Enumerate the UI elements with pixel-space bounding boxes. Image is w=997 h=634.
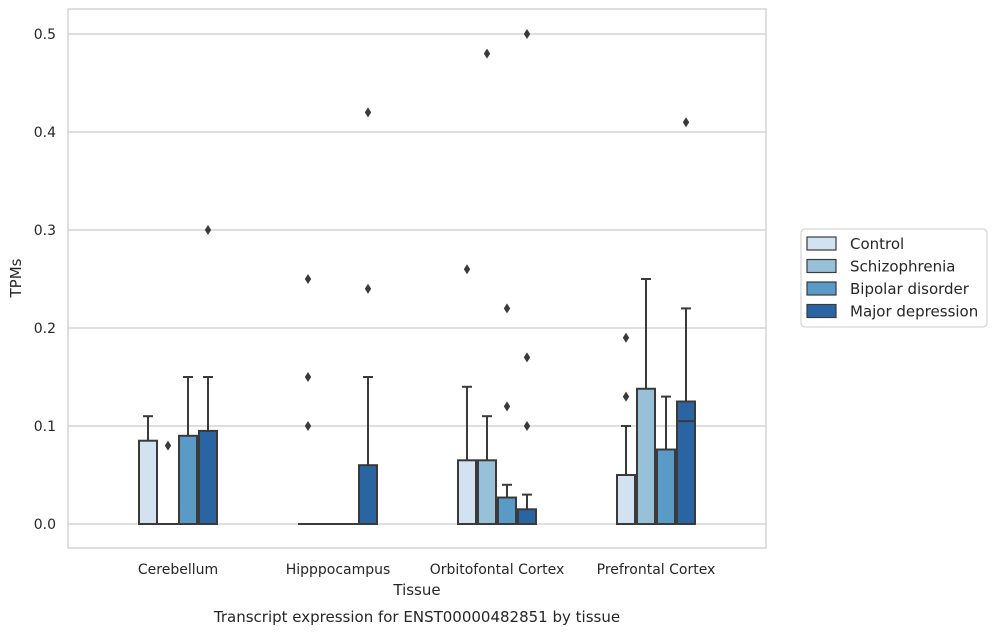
outlier-point bbox=[622, 332, 630, 343]
box-major-depression bbox=[676, 117, 696, 525]
box bbox=[138, 439, 158, 526]
legend-label: Schizophrenia bbox=[850, 258, 955, 276]
box-schizophrenia bbox=[158, 440, 178, 526]
box-bipolar-disorder bbox=[497, 303, 517, 526]
box-major-depression bbox=[517, 29, 537, 525]
box bbox=[477, 459, 497, 525]
legend-swatch bbox=[806, 236, 837, 251]
legend-label: Control bbox=[850, 235, 904, 253]
box-control bbox=[138, 415, 158, 526]
y-tick-label: 0.2 bbox=[34, 321, 56, 337]
box bbox=[676, 400, 696, 525]
box bbox=[178, 434, 198, 525]
legend-label: Bipolar disorder bbox=[850, 280, 970, 298]
legend-swatch bbox=[806, 281, 837, 296]
box-bipolar-disorder bbox=[178, 376, 198, 525]
plot-frame bbox=[67, 8, 767, 549]
outlier-point bbox=[304, 372, 312, 382]
outlier-point bbox=[523, 29, 531, 39]
outlier-point bbox=[204, 225, 212, 235]
outlier-point bbox=[304, 274, 312, 284]
y-tick-label: 0.4 bbox=[34, 125, 56, 141]
chart-caption: Transcript expression for ENST0000048285… bbox=[213, 608, 620, 626]
outlier-point bbox=[463, 264, 471, 275]
outlier-point bbox=[164, 440, 172, 451]
x-tick-label: Hipppocampus bbox=[286, 562, 391, 578]
outlier-point bbox=[523, 421, 531, 431]
outlier-point bbox=[364, 107, 372, 118]
box bbox=[457, 459, 477, 525]
box bbox=[358, 464, 378, 526]
legend-label: Major depression bbox=[850, 303, 978, 321]
box-schizophrenia bbox=[636, 278, 656, 526]
box-bipolar-disorder bbox=[656, 395, 676, 525]
x-tick-label: Cerebellum bbox=[138, 562, 218, 578]
box bbox=[198, 429, 218, 525]
y-tick-label: 0.3 bbox=[34, 223, 56, 239]
outlier-point bbox=[622, 391, 630, 402]
box-control bbox=[298, 274, 318, 526]
y-axis-ticks: 0.0 0.1 0.2 0.3 0.4 0.5 bbox=[34, 27, 56, 533]
legend-swatch bbox=[806, 258, 837, 274]
outlier-point bbox=[364, 283, 372, 294]
outlier-point bbox=[503, 303, 511, 314]
x-axis-label: Tissue bbox=[392, 581, 440, 599]
box bbox=[616, 474, 636, 525]
box bbox=[497, 496, 517, 526]
outlier-point bbox=[523, 352, 531, 363]
box-schizophrenia bbox=[477, 48, 497, 525]
box-major-depression bbox=[358, 107, 378, 526]
outlier-point bbox=[483, 48, 491, 59]
legend-swatch bbox=[806, 303, 837, 319]
box bbox=[656, 448, 676, 525]
outlier-point bbox=[304, 421, 312, 431]
x-axis-ticks: Cerebellum Hipppocampus Orbitofontal Corte… bbox=[138, 562, 715, 578]
outlier-point bbox=[503, 401, 511, 412]
box bbox=[636, 387, 656, 526]
legend-frame bbox=[800, 228, 988, 328]
x-tick-label: Orbitofontal Cortex bbox=[430, 562, 565, 578]
box-control bbox=[457, 264, 477, 525]
legend: Control Schizophrenia Bipolar disorder Majo… bbox=[800, 228, 988, 328]
boxplot-group bbox=[138, 29, 696, 526]
x-tick-label: Prefrontal Cortex bbox=[597, 562, 716, 578]
y-tick-label: 0.1 bbox=[34, 419, 56, 435]
box bbox=[517, 508, 537, 525]
y-axis-label: TPMs bbox=[7, 258, 25, 298]
outlier-point bbox=[682, 117, 690, 128]
y-tick-label: 0.5 bbox=[34, 27, 56, 43]
y-tick-label: 0.0 bbox=[34, 517, 56, 533]
box-control bbox=[616, 332, 636, 525]
box-major-depression bbox=[198, 225, 218, 525]
